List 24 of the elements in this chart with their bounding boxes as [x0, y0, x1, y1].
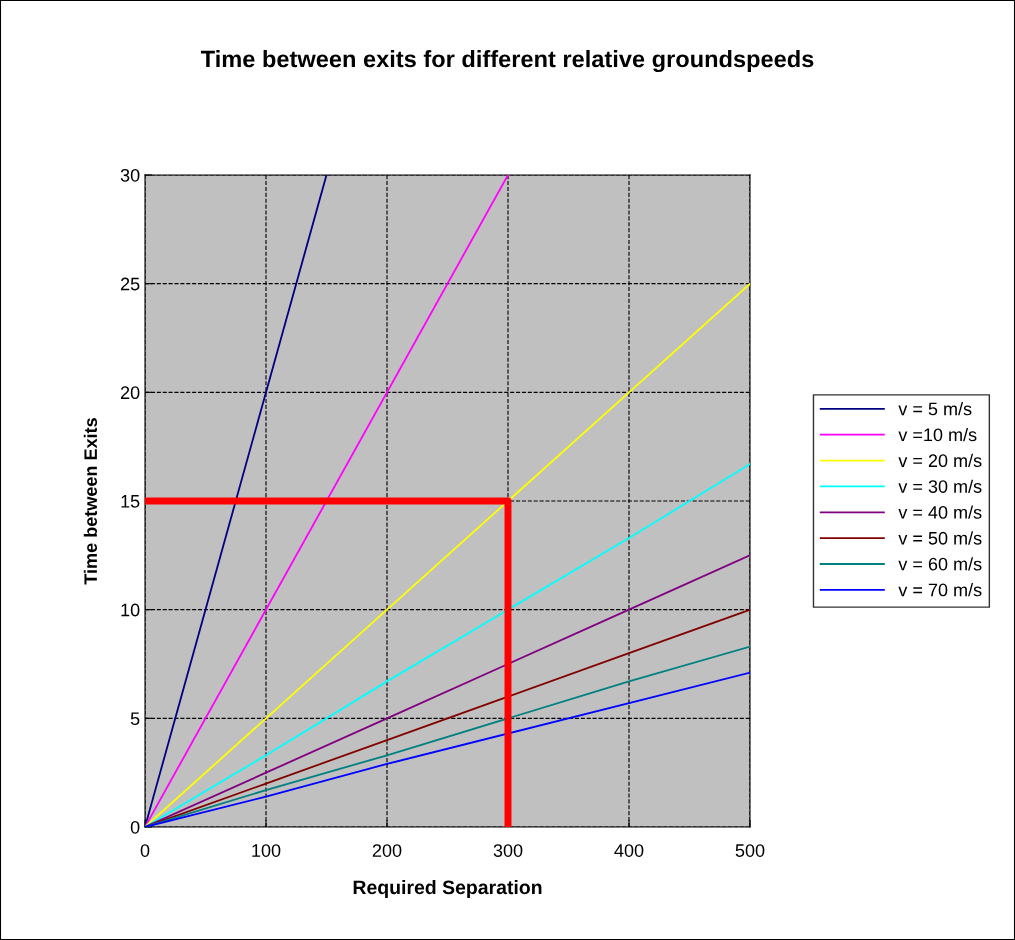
y-axis-title: Time between Exits: [83, 418, 98, 585]
chart-title: Time between exits for different relative groundspeeds: [200, 50, 814, 73]
y-tick-label: 25: [120, 277, 140, 291]
x-tick-label: 200: [372, 844, 402, 857]
x-tick-label: 100: [252, 844, 281, 857]
legend-label: v = 50 m/s: [898, 531, 982, 545]
x-tick-label: 500: [735, 844, 765, 857]
y-tick-label: 30: [120, 168, 140, 182]
y-tick-label: 0: [130, 820, 140, 834]
legend-label: v = 70 m/s: [898, 583, 982, 597]
x-axis-title: Required Separation: [353, 879, 542, 899]
legend-label: v = 60 m/s: [898, 557, 982, 571]
y-tick-label: 5: [130, 712, 140, 726]
legend-label: v = 40 m/s: [898, 505, 982, 519]
y-tick-label: 15: [121, 495, 140, 508]
y-tick-label: 10: [121, 603, 140, 617]
x-tick-label: 0: [140, 844, 150, 857]
y-tick-label: 20: [120, 386, 140, 400]
x-tick-label: 400: [614, 844, 644, 857]
legend-label: v = 30 m/s: [898, 479, 982, 493]
x-tick-label: 300: [493, 844, 523, 857]
legend-label: v =10 m/s: [898, 427, 977, 442]
legend-label: v = 5 m/s: [898, 402, 972, 416]
legend-label: v = 20 m/s: [898, 453, 982, 468]
